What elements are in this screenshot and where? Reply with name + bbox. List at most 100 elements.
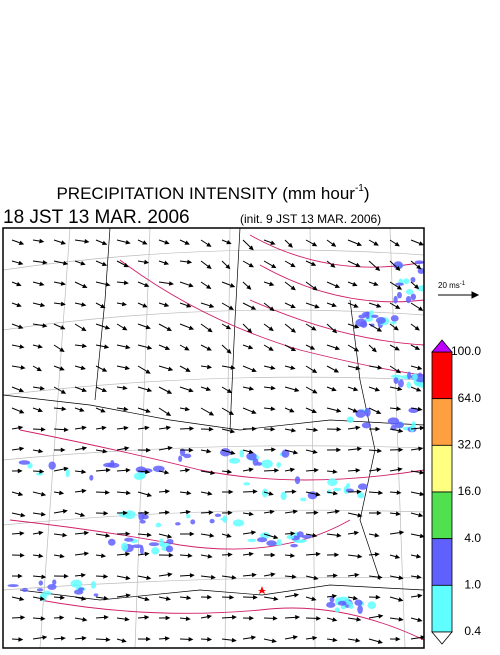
colorbar-under (432, 632, 452, 644)
colorbar-segment (432, 399, 452, 446)
title-main: PRECIPITATION INTENSITY (mm hour (56, 184, 355, 203)
precip-cell (233, 519, 244, 526)
precip-cell (376, 317, 386, 324)
precip-cell (298, 539, 307, 542)
precip-cell (406, 296, 411, 303)
precip-cell (395, 283, 404, 286)
precip-cell (153, 466, 165, 472)
precip-cell (183, 454, 191, 459)
precip-cell (140, 546, 144, 555)
precip-cell (346, 483, 350, 488)
precip-cell (327, 478, 337, 486)
precip-cell (365, 408, 371, 417)
precip-cell (240, 450, 245, 458)
precip-cell (367, 601, 376, 609)
precip-cell (266, 540, 276, 546)
precip-cell (210, 519, 215, 524)
precip-cell (121, 543, 128, 552)
precip-cell (7, 584, 18, 587)
colorbar-label: 16.0 (458, 484, 482, 498)
precip-cell (300, 498, 306, 502)
precip-cell (354, 600, 362, 606)
colorbar-label: 1.0 (464, 578, 481, 592)
precip-cell (362, 422, 371, 428)
precip-cell (407, 382, 411, 389)
precip-cell (91, 581, 96, 589)
valid-time: 18 JST 13 MAR. 2006 (3, 207, 190, 228)
precip-cell (357, 605, 363, 614)
precip-cell (257, 537, 267, 542)
colorbar-label: 32.0 (458, 438, 482, 452)
precip-cell (186, 514, 190, 518)
precip-cell (338, 601, 347, 606)
precip-cell (229, 458, 240, 464)
precip-cell (411, 294, 416, 301)
precip-cell (39, 580, 43, 585)
precip-cell (326, 602, 335, 608)
precip-cell (391, 315, 399, 321)
precip-cell (412, 373, 418, 380)
precip-cell (335, 607, 340, 612)
precip-cell (124, 538, 134, 542)
precip-cell (397, 292, 402, 299)
precip-cell (94, 593, 99, 596)
precip-cell (108, 539, 116, 546)
wind-scale-arrow (438, 292, 478, 298)
precip-cell (89, 475, 93, 481)
colorbar-segment (432, 445, 452, 492)
precip-cell (347, 416, 354, 422)
precip-cell (166, 546, 173, 553)
precip-cell (175, 522, 181, 525)
precip-cell (19, 460, 30, 464)
precip-cell (406, 289, 413, 295)
precip-cell (74, 589, 83, 594)
precip-cell (355, 409, 365, 418)
colorbar-label: 100.0 (451, 344, 481, 358)
precip-cell (281, 492, 287, 500)
precip-cell (178, 455, 182, 461)
precip-cell (151, 547, 159, 555)
precip-cell (418, 383, 428, 387)
precip-cell (287, 535, 295, 539)
precip-cell (349, 604, 354, 609)
precip-cell (371, 315, 378, 318)
precip-cell (22, 588, 28, 592)
precip-cell (360, 321, 367, 328)
colorbar: 100.064.032.016.04.01.00.4 (432, 340, 481, 644)
precip-cell (124, 510, 135, 519)
precip-cell (37, 588, 43, 591)
colorbar-over (432, 340, 452, 352)
colorbar-segment (432, 585, 452, 632)
precip-cell (358, 483, 368, 489)
precip-cell (190, 519, 195, 524)
precip-cell (412, 421, 416, 428)
colorbar-segment (432, 492, 452, 539)
precip-cell (140, 520, 146, 524)
wind-scale-text: 20 ms (438, 281, 460, 290)
precip-cell (290, 544, 298, 547)
precip-cell (390, 321, 396, 324)
precip-cell (388, 417, 399, 424)
precip-cell (108, 463, 120, 468)
wind-scale-sup: -1 (460, 281, 466, 287)
precip-cell (71, 580, 83, 588)
precip-cell (220, 518, 227, 521)
precip-cell (276, 462, 281, 468)
precip-cell (333, 488, 341, 491)
colorbar-segment (432, 352, 452, 399)
precip-cell (393, 296, 397, 304)
precip-cell (295, 476, 300, 484)
colorbar-label: 0.4 (464, 624, 481, 638)
title: PRECIPITATION INTENSITY (mm hour-1) (56, 183, 369, 204)
precip-cell (134, 472, 144, 480)
precip-cell (243, 482, 250, 485)
map (3, 228, 429, 648)
precip-cell (156, 523, 162, 528)
precip-cell (149, 542, 159, 546)
precip-cell (48, 461, 55, 469)
precip-cell (407, 372, 411, 380)
precip-cell (297, 531, 304, 537)
precip-cell (277, 539, 282, 543)
precip-cell (261, 459, 272, 468)
